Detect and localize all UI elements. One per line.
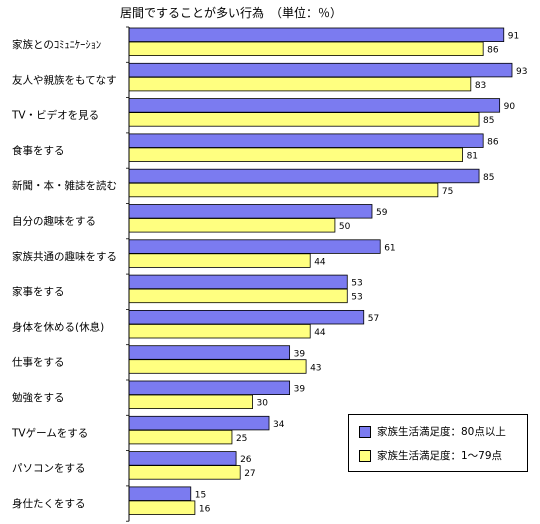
bar-high — [128, 274, 348, 290]
data-label: 34 — [273, 420, 285, 430]
data-label: 85 — [483, 116, 494, 126]
bar-high — [128, 486, 192, 501]
category-label: TV・ビデオを見る — [11, 109, 99, 122]
data-label: 43 — [310, 363, 321, 373]
data-label: 39 — [294, 349, 306, 359]
legend-item-1-79: 家族生活満足度：1～79点 — [359, 448, 502, 463]
data-label: 26 — [240, 455, 252, 465]
data-label: 85 — [483, 173, 494, 183]
bar-high — [128, 309, 365, 325]
data-label: 16 — [199, 505, 211, 515]
bar-low — [128, 41, 484, 57]
bar-high — [128, 239, 381, 254]
category-label: 身仕たくをする — [12, 497, 86, 510]
bar-low — [128, 288, 348, 304]
bar-high — [128, 380, 291, 396]
bar-high — [128, 133, 484, 148]
data-label: 15 — [195, 491, 206, 501]
category-label: 勉強をする — [12, 391, 65, 404]
data-label: 81 — [467, 152, 478, 162]
data-label: 44 — [314, 257, 326, 267]
bar-high — [128, 345, 291, 360]
category-label: 身体を休める(休息) — [12, 320, 104, 333]
chart-title: 居間ですることが多い行為 （単位：％） — [120, 6, 343, 20]
legend-label-1-79: 家族生活満足度：1～79点 — [377, 450, 503, 462]
bar-low — [128, 500, 196, 515]
data-label: 57 — [368, 314, 379, 324]
bar-high — [128, 204, 373, 219]
legend-swatch-1-79 — [359, 449, 371, 462]
data-label: 39 — [294, 385, 306, 395]
category-label: 自分の趣味をする — [12, 215, 96, 228]
data-label: 25 — [236, 434, 247, 444]
bar-low — [128, 182, 439, 198]
bar-high — [128, 62, 513, 78]
bar-high — [128, 451, 237, 466]
data-label: 90 — [504, 102, 516, 112]
data-label: 61 — [384, 243, 395, 253]
bar-low — [128, 253, 311, 268]
data-label: 27 — [244, 469, 255, 479]
data-label: 91 — [508, 32, 519, 42]
bar-low — [128, 112, 480, 127]
data-label: 93 — [516, 67, 527, 77]
category-label: TVゲームをする — [11, 427, 88, 439]
data-label: 75 — [442, 187, 453, 197]
bar-low — [128, 465, 241, 480]
data-label: 53 — [351, 293, 362, 303]
category-label: 家族共通の趣味をする — [12, 250, 117, 263]
data-label: 86 — [487, 138, 499, 148]
bar-low — [128, 147, 463, 162]
legend-item-80-plus: 家族生活満足度：80点以上 — [359, 424, 506, 439]
bar-low — [128, 218, 336, 233]
data-label: 30 — [257, 399, 269, 409]
legend: 家族生活満足度：80点以上 家族生活満足度：1～79点 — [348, 414, 528, 472]
category-label: パソコンをする — [12, 463, 86, 475]
data-label: 53 — [351, 279, 362, 289]
category-label: 食事をする — [12, 144, 65, 157]
bar-high — [128, 168, 480, 184]
category-label: 友人や親族をもてなす — [12, 73, 117, 86]
bar-low — [128, 429, 233, 445]
bar-low — [128, 76, 472, 92]
category-label: 家事をする — [12, 285, 65, 298]
data-label: 59 — [376, 208, 388, 218]
bar-high — [128, 415, 270, 431]
legend-swatch-80-plus — [359, 425, 371, 438]
category-label: 家族とのｺﾐｭﾆｹｰｼｮﾝ — [12, 38, 101, 51]
bar-low — [128, 394, 253, 410]
category-label: 仕事をする — [12, 356, 65, 369]
legend-label-80-plus: 家族生活満足度：80点以上 — [377, 426, 506, 438]
data-label: 44 — [314, 328, 326, 338]
data-label: 83 — [475, 81, 486, 91]
category-label: 新聞・本・雑誌を読む — [12, 179, 117, 192]
data-label: 86 — [487, 46, 499, 56]
bar-low — [128, 359, 307, 374]
bar-high — [128, 98, 501, 113]
data-label: 50 — [339, 222, 351, 232]
bar-high — [128, 27, 505, 43]
bar-low — [128, 323, 311, 339]
